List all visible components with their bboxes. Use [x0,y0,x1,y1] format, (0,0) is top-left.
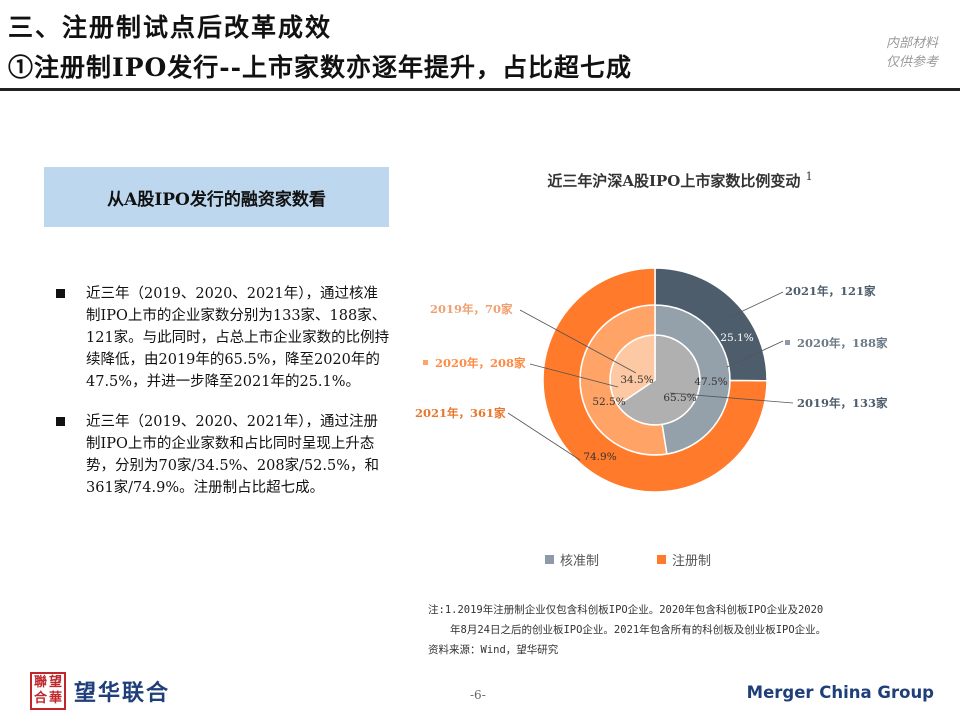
callout-2020-approval-square [785,340,790,345]
bullet-text: 近三年（2019、2020、2021年），通过注册制IPO上市的企业家数和占比同… [86,414,380,496]
callout-2020-registration-square [423,360,428,365]
bullet-square-icon [56,417,65,426]
header-divider [0,88,960,91]
page-title: 三、注册制试点后改革成效 [8,13,333,42]
leader-2019-approval [669,392,794,404]
bullet-square-icon [56,289,65,298]
chart-notes: 注:1.2019年注册制企业仅包含科创板IPO企业。2020年包含科创板IPO企… [428,600,948,660]
company-logo: 聯 望 合 華 望华联合 [30,672,170,710]
callout-2019-approval: 2019年，133家 [797,396,888,410]
leader-2020-registration [529,363,619,388]
internal-line-2: 仅供参考 [885,55,938,70]
ring-chart: 65.5% 34.5% 47.5% 52.5% 25.1% 74.9% 2021年，121家… [415,267,888,493]
page-number: -6- [470,688,486,702]
leader-2020-approval [726,340,784,368]
chart-title: 近三年沪深A股IPO上市家数比例变动 1 [480,170,880,191]
callout-2021-registration: 2021年，361家 [415,406,506,420]
chart-title-text: 近三年沪深A股IPO上市家数比例变动 [547,172,801,190]
legend-swatch-registration [657,555,667,564]
note-line-1: 注:1.2019年注册制企业仅包含科创板IPO企业。2020年包含科创板IPO企… [428,604,824,616]
chart-title-note: 1 [805,170,813,183]
pct-label-registration-2021: 74.9% [583,451,616,463]
seal-icon: 聯 望 合 華 [30,672,66,710]
bullet-item: 近三年（2019、2020、2021年），通过核准制IPO上市的企业家数分别为1… [56,283,391,393]
leader-2021-approval [729,291,784,318]
page-subtitle: ①注册制IPO发行--上市家数亦逐年提升，占比超七成 [8,53,633,82]
internal-use-mark: 内部材料 仅供参考 [886,34,938,72]
bullet-item: 近三年（2019、2020、2021年），通过注册制IPO上市的企业家数和占比同… [56,411,391,499]
legend-label-registration: 注册制 [672,554,712,569]
legend-item-approval: 核准制 [545,550,599,569]
pct-label-approval-2021: 25.1% [720,332,753,344]
leader-2021-registration [507,412,581,461]
leader-2019-registration [519,309,637,374]
legend-swatch-approval [545,555,554,564]
bullet-list: 近三年（2019、2020、2021年），通过核准制IPO上市的企业家数分别为1… [56,283,391,517]
pct-label-registration-2019: 34.5% [620,374,653,386]
chart-legend: 核准制 注册制 [545,550,711,569]
callout-2020-registration: 2020年，208家 [435,356,526,370]
callout-2020-approval: 2020年，188家 [797,336,888,350]
callout-2021-approval: 2021年，121家 [785,284,876,298]
legend-label-approval: 核准制 [560,554,600,569]
pct-label-approval-2019: 65.5% [663,392,696,404]
ring-segment-registration-2021 [542,267,768,493]
bullet-text: 近三年（2019、2020、2021年），通过核准制IPO上市的企业家数分别为1… [86,286,390,390]
pct-label-registration-2020: 52.5% [592,396,625,408]
pct-label-approval-2020: 47.5% [694,376,727,388]
callout-2019-registration: 2019年，70家 [430,302,513,316]
brand-name: Merger China Group [746,683,934,702]
internal-line-1: 内部材料 [885,36,938,51]
logo-text: 望华联合 [74,680,171,706]
source-line: 资料来源：Wind，望华研究 [428,644,559,656]
section-subhead: 从A股IPO发行的融资家数看 [44,167,389,227]
note-line-2: 年8月24日之后的创业板IPO企业。2021年包含所有的科创板及创业板IPO企业… [450,624,827,636]
legend-item-registration: 注册制 [657,550,711,569]
